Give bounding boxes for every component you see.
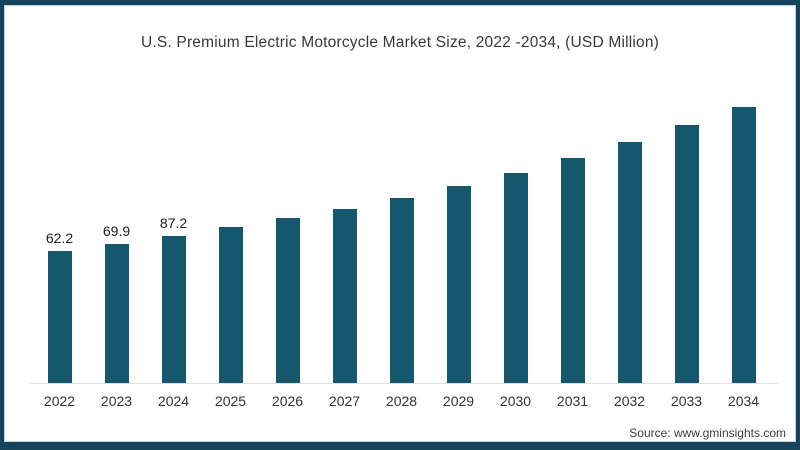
x-tick-label: 2031: [556, 393, 589, 409]
bar-column: 62.2: [31, 230, 88, 383]
bar-column: [715, 86, 772, 383]
x-tick-label: 2025: [214, 393, 247, 409]
bar-column: [316, 188, 373, 383]
x-tick-label: 2026: [271, 393, 304, 409]
bar: [104, 244, 129, 383]
bar: [731, 107, 756, 383]
bar: [389, 198, 414, 383]
x-tick-label: 2030: [499, 393, 532, 409]
bar: [674, 125, 699, 383]
bar-column: [487, 152, 544, 383]
x-tick-label: 2023: [100, 393, 133, 409]
x-axis-line: [30, 383, 778, 384]
x-tick-label: 2033: [670, 393, 703, 409]
x-tick-label: 2029: [442, 393, 475, 409]
x-tick-label: 2028: [385, 393, 418, 409]
bar: [446, 186, 471, 383]
bar-column: [430, 165, 487, 383]
bar-value-label: 62.2: [45, 230, 74, 246]
bar-column: [202, 206, 259, 383]
bar: [161, 236, 186, 383]
x-tick-label: 2032: [613, 393, 646, 409]
bar-column: 69.9: [88, 223, 145, 383]
chart-title: U.S. Premium Electric Motorcycle Market …: [140, 34, 660, 51]
x-tick-label: 2024: [157, 393, 190, 409]
x-tick-label: 2027: [328, 393, 361, 409]
bar-column: 87.2: [145, 215, 202, 383]
x-tick-label: 2022: [43, 393, 76, 409]
bar: [218, 227, 243, 383]
bar: [560, 158, 585, 383]
bars-plot-area: 62.2 69.9 87.2: [31, 103, 772, 383]
bar: [47, 251, 72, 383]
bar-value-label: 69.9: [102, 223, 131, 239]
bar-column: [658, 104, 715, 383]
x-axis-ticks: 2022 2023 2024 2025 2026 2027 2028 2029 2030 2031…: [31, 393, 772, 409]
bar: [275, 218, 300, 383]
x-tick-label: 2034: [727, 393, 760, 409]
bar-column: [373, 177, 430, 383]
source-credit: Source: www.gminsights.com: [629, 426, 786, 440]
bar: [617, 142, 642, 383]
bar: [332, 209, 357, 383]
bar: [503, 173, 528, 383]
bar-column: [544, 137, 601, 383]
bar-column: [601, 121, 658, 383]
bar-value-label: 87.2: [159, 215, 188, 231]
bar-column: [259, 197, 316, 383]
